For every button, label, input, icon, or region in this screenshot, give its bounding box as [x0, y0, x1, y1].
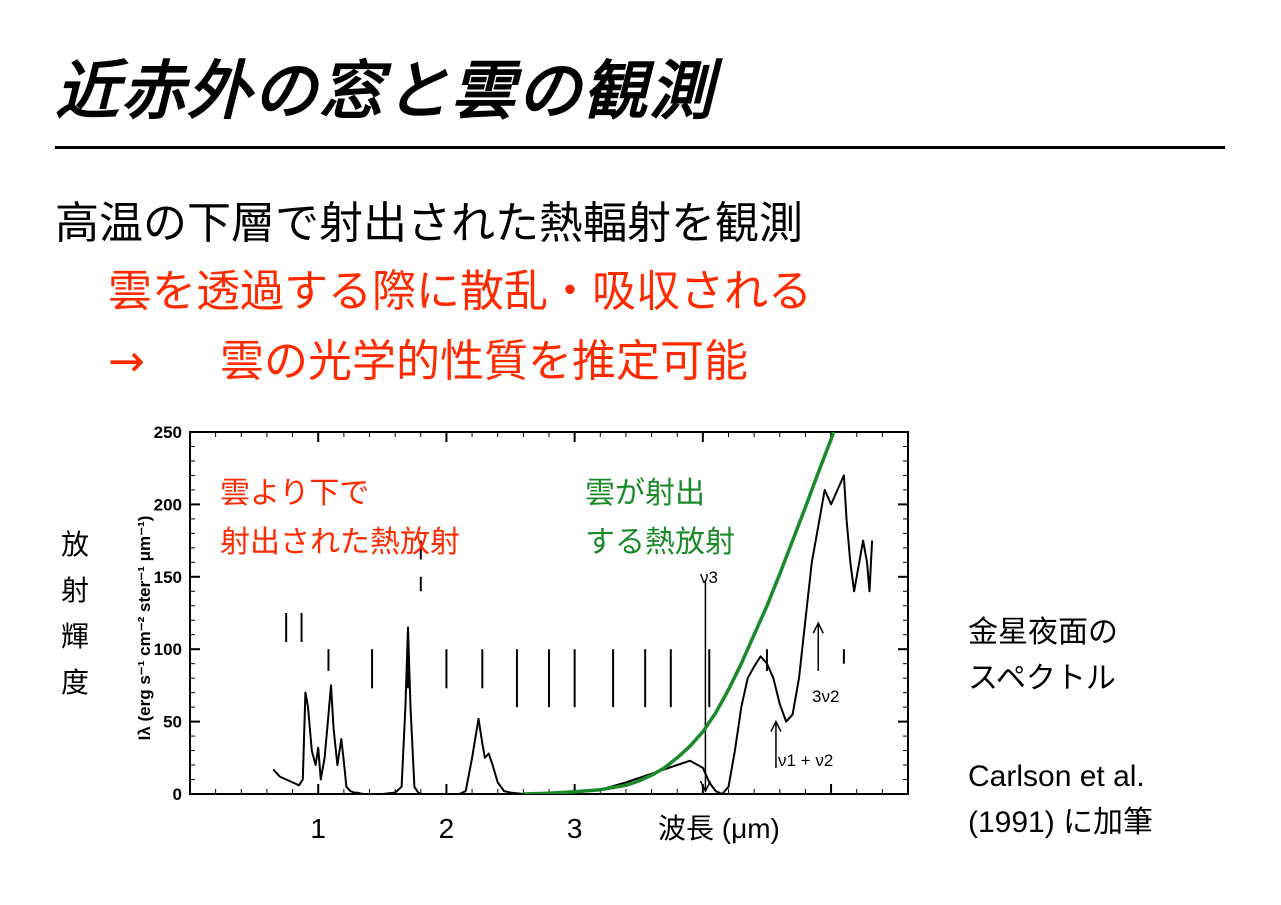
nu3-label: ν3: [700, 568, 718, 587]
green-annotation-line-1: 雲が射出: [585, 476, 705, 511]
x-axis-title: 波長 (μm): [658, 813, 780, 844]
right-arrow-icon: →: [108, 336, 145, 387]
chart-labels: Iλ (erg s⁻¹ cm⁻² ster⁻¹ μm⁻¹) 雲より下で 射出され…: [135, 476, 839, 844]
spectrum-line: [272, 474, 874, 794]
green-annotation-line-2: する熱放射: [585, 525, 735, 560]
bullet-line-2: 雲を透過する際に散乱・吸収される: [108, 266, 812, 317]
y-axis-char: 輝: [60, 620, 89, 653]
three-nu2-arrow-head: [812, 621, 824, 634]
y-axis-title: Iλ (erg s⁻¹ cm⁻² ster⁻¹ μm⁻¹): [135, 516, 154, 741]
y-axis-char: 放: [60, 528, 89, 561]
title-divider: [55, 146, 1225, 149]
x-tick-label: 1: [310, 813, 326, 844]
y-tick-label: 100: [154, 640, 182, 659]
three-nu2-label: 3ν2: [812, 687, 839, 706]
y-tick-label: 250: [154, 423, 182, 442]
nu1-nu2-label: ν1 + ν2: [778, 751, 833, 770]
nu1-nu2-arrow-head: [770, 719, 782, 732]
absorption-band-markers: [285, 540, 845, 793]
x-tick-label: 3: [567, 813, 583, 844]
bullet-line-1: 高温の下層で射出された熱輻射を観測: [55, 198, 803, 249]
spectrum-caption: 金星夜面の スペクトル: [968, 610, 1118, 702]
y-tick-label: 200: [154, 495, 182, 514]
x-tick-label: 2: [439, 813, 455, 844]
y-axis-label-vertical: 放 射 輝 度: [55, 522, 95, 706]
citation: Carlson et al. (1991) に加筆: [968, 754, 1153, 846]
y-axis-char: 射: [60, 574, 89, 607]
red-annotation-line-1: 雲より下で: [220, 476, 369, 511]
y-tick-label: 50: [163, 713, 182, 732]
red-annotation-line-2: 射出された熱放射: [220, 525, 460, 560]
chart-axes: 0 50 100 150 200 250 1 2 3: [154, 423, 909, 844]
y-tick-label: 0: [173, 785, 182, 804]
slide-title: 近赤外の窓と雲の観測: [55, 55, 715, 129]
bullet-line-3: → 雲の光学的性質を推定可能: [108, 334, 748, 390]
cloud-emission-curve: [523, 432, 836, 794]
citation-line: (1991) に加筆: [968, 806, 1154, 839]
citation-line: Carlson et al.: [968, 760, 1145, 793]
series-layer: [272, 432, 874, 794]
nu3-arrow-head: [699, 780, 712, 793]
spectrum-caption-line: スペクトル: [968, 661, 1116, 696]
spectrum-caption-line: 金星夜面の: [968, 615, 1118, 650]
y-axis-char: 度: [60, 666, 89, 699]
bullet-line-3-text: 雲の光学的性質を推定可能: [220, 336, 748, 387]
y-tick-label: 150: [154, 568, 182, 587]
